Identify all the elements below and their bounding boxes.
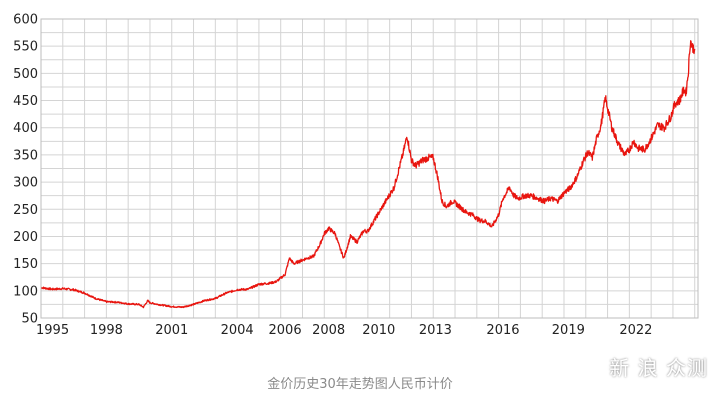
x-tick-label: 2001	[155, 323, 188, 338]
chart-caption: 金价历史30年走势图人民币计价	[267, 377, 453, 392]
gold-price-line	[40, 40, 696, 309]
gold-price-chart: 50 100 150 200 250 300 350 400 450 500 550 600 1995…	[13, 13, 699, 338]
y-axis-tick-labels: 50 100 150 200 250 300 350 400 450 500 550 600	[13, 13, 38, 327]
y-tick-label: 100	[13, 284, 38, 299]
y-tick-label: 500	[13, 67, 38, 82]
y-tick-label: 200	[13, 230, 38, 245]
x-tick-label: 2004	[221, 323, 254, 338]
y-tick-label: 250	[13, 203, 38, 218]
y-tick-label: 350	[13, 148, 38, 163]
x-tick-label: 2013	[419, 323, 452, 338]
y-tick-label: 50	[21, 312, 38, 327]
x-tick-label: 2016	[486, 323, 519, 338]
x-tick-label: 2022	[619, 323, 652, 338]
x-tick-label: 2006	[269, 323, 302, 338]
x-tick-label: 1998	[90, 323, 123, 338]
plot-frame	[40, 18, 699, 319]
y-tick-label: 300	[13, 176, 38, 191]
x-tick-label: 1995	[36, 323, 69, 338]
site-watermark: 新 浪 众测	[609, 356, 708, 380]
x-axis-tick-labels: 1995 1998 2001 2004 2006 2008 2010 2013 2016 2019…	[36, 323, 652, 338]
y-tick-label: 150	[13, 257, 38, 272]
x-tick-label: 2010	[362, 323, 395, 338]
y-tick-label: 600	[13, 13, 38, 28]
y-tick-label: 450	[13, 94, 38, 109]
y-tick-label: 400	[13, 121, 38, 136]
x-tick-label: 2008	[312, 323, 345, 338]
x-tick-label: 2019	[552, 323, 585, 338]
grid-lines	[40, 18, 698, 319]
y-tick-label: 550	[13, 40, 38, 55]
